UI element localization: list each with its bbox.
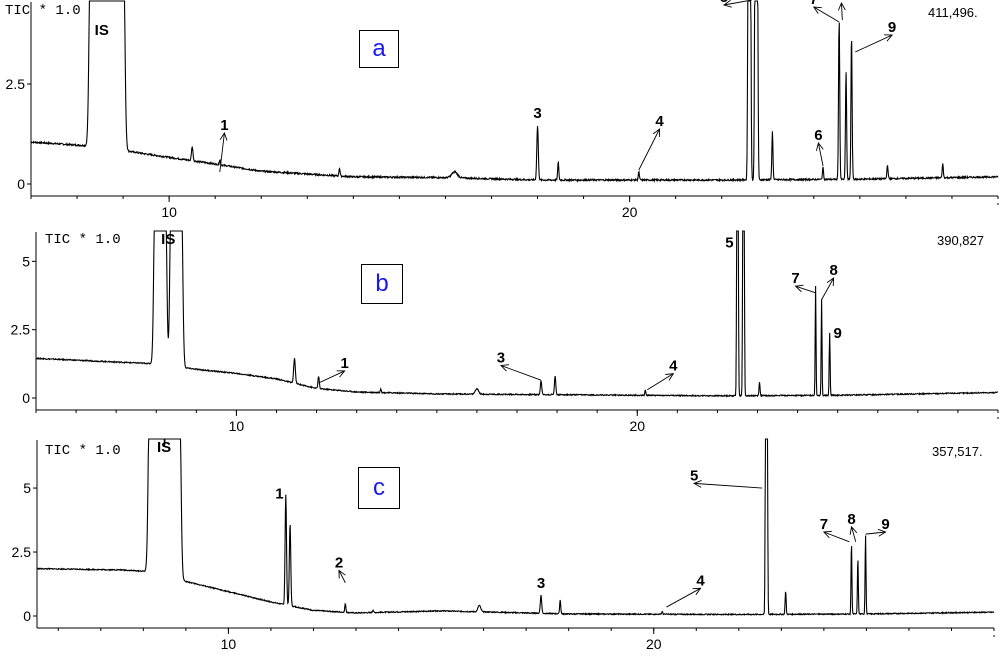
peak-label-c-8: 8 bbox=[847, 511, 855, 528]
peak-arrowhead-b-8 bbox=[826, 277, 835, 287]
x-tick-label-a-1: 20 bbox=[622, 204, 638, 220]
peak-label-b-5: 5 bbox=[725, 235, 733, 252]
peak-arrowhead-a-4 bbox=[652, 128, 661, 138]
scale-label-b: 390,827 bbox=[937, 233, 984, 248]
is-peak-label-b: IS bbox=[161, 231, 175, 248]
panel-label-c: c bbox=[358, 467, 400, 509]
peak-arrow-c-4 bbox=[666, 587, 701, 608]
peak-label-b-9: 9 bbox=[833, 325, 841, 342]
peak-arrow-a-5 bbox=[723, 0, 752, 6]
tic-trace-a bbox=[30, 0, 999, 183]
peak-arrow-b-1 bbox=[318, 370, 345, 384]
peak-arrow-a-4 bbox=[638, 128, 660, 171]
panel-label-a: a bbox=[359, 30, 399, 68]
peak-arrow-b-8 bbox=[821, 277, 835, 300]
peak-arrowhead-a-9 bbox=[884, 34, 894, 42]
peak-label-a-6: 6 bbox=[814, 127, 822, 144]
peak-arrowhead-b-3 bbox=[499, 364, 509, 372]
peak-arrow-c-7 bbox=[823, 531, 850, 543]
peak-arrowhead-a-7 bbox=[812, 6, 822, 14]
tic-trace-b bbox=[35, 230, 999, 398]
peak-arrowhead-c-7 bbox=[822, 530, 832, 539]
peak-arrowhead-c-8 bbox=[849, 525, 858, 535]
y-tick-label-c-2: 5 bbox=[23, 480, 31, 496]
peak-arrow-a-1 bbox=[219, 132, 225, 173]
peak-arrow-b-4 bbox=[647, 373, 674, 391]
peak-arrow-c-8 bbox=[851, 526, 857, 542]
panel-label-b: b bbox=[361, 264, 403, 304]
peak-arrowhead-b-7 bbox=[794, 284, 804, 293]
peak-label-b-4: 4 bbox=[669, 358, 678, 375]
peak-arrowhead-c-4 bbox=[692, 587, 702, 596]
tic-label-b: TIC * 1.0 bbox=[45, 232, 121, 248]
peak-label-a-4: 4 bbox=[655, 113, 664, 130]
is-peak-label-a: IS bbox=[95, 22, 109, 39]
peak-arrowhead-a-1 bbox=[219, 131, 228, 141]
y-tick-label-a-1: 2.5 bbox=[6, 76, 26, 92]
peak-label-a-1: 1 bbox=[220, 117, 228, 134]
peak-arrow-b-3 bbox=[500, 365, 542, 381]
peak-label-c-2: 2 bbox=[335, 554, 343, 571]
peak-label-b-1: 1 bbox=[340, 355, 348, 372]
peak-label-c-1: 1 bbox=[275, 485, 283, 502]
peak-label-b-3: 3 bbox=[497, 349, 505, 366]
peak-arrowhead-a-6 bbox=[815, 141, 824, 151]
peak-arrow-a-9 bbox=[855, 34, 893, 53]
y-tick-label-b-0: 0 bbox=[22, 390, 30, 406]
tic-label-c: TIC * 1.0 bbox=[45, 443, 121, 459]
y-tick-label-b-1: 2.5 bbox=[11, 322, 31, 338]
peak-label-c-3: 3 bbox=[537, 575, 545, 592]
peak-arrow-a-7 bbox=[813, 6, 840, 23]
x-tick-label-a-0: 10 bbox=[161, 204, 177, 220]
scale-label-a: 411,496. bbox=[928, 5, 978, 20]
peak-arrow-c-5 bbox=[694, 482, 763, 489]
peak-arrowhead-a-5 bbox=[722, 0, 732, 8]
peak-label-a-7: 7 bbox=[810, 0, 818, 8]
scale-label-c: 357,517. bbox=[932, 444, 983, 459]
peak-label-a-5: 5 bbox=[720, 0, 728, 6]
peak-label-c-5: 5 bbox=[690, 467, 698, 484]
y-tick-label-c-0: 0 bbox=[23, 608, 31, 624]
peak-arrow-a-6 bbox=[817, 142, 824, 167]
peak-arrowhead-c-2 bbox=[338, 569, 346, 579]
peak-label-c-9: 9 bbox=[881, 516, 889, 533]
peak-label-a-3: 3 bbox=[533, 105, 541, 122]
y-tick-label-b-2: 5 bbox=[22, 253, 30, 269]
peak-arrowhead-a-8 bbox=[837, 1, 846, 11]
peak-label-c-4: 4 bbox=[696, 572, 705, 589]
peak-label-c-7: 7 bbox=[820, 516, 828, 533]
peak-label-b-8: 8 bbox=[829, 262, 837, 279]
peak-arrow-b-7 bbox=[795, 285, 816, 294]
y-tick-label-a-0: 0 bbox=[17, 176, 25, 192]
peak-label-a-9: 9 bbox=[888, 19, 896, 36]
tic-trace-c bbox=[36, 438, 995, 616]
peak-arrowhead-c-9 bbox=[877, 528, 887, 537]
tic-label-a: TIC * 1.0 bbox=[5, 3, 81, 19]
peak-label-a-8: 8 bbox=[837, 0, 845, 4]
peak-arrowhead-b-1 bbox=[336, 370, 346, 378]
peak-arrowhead-b-4 bbox=[665, 373, 675, 381]
is-peak-label-c: IS bbox=[157, 439, 171, 456]
x-tick-label-b-0: 10 bbox=[229, 418, 245, 434]
x-tick-label-c-1: 20 bbox=[646, 636, 662, 652]
x-tick-label-c-0: 10 bbox=[221, 636, 237, 652]
peak-arrow-c-9 bbox=[865, 531, 886, 535]
peak-arrowhead-c-5 bbox=[693, 479, 702, 488]
x-tick-label-b-1: 20 bbox=[629, 418, 645, 434]
peak-arrow-a-8 bbox=[840, 2, 843, 21]
peak-label-b-7: 7 bbox=[791, 270, 799, 287]
peak-arrow-c-2 bbox=[338, 570, 346, 583]
y-tick-label-c-1: 2.5 bbox=[12, 544, 32, 560]
